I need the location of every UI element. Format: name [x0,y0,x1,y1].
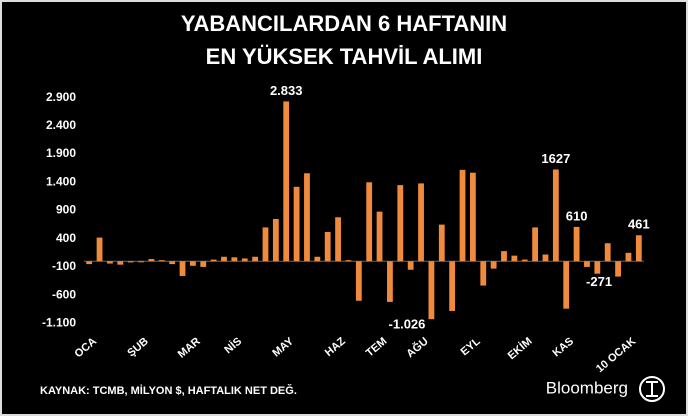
bar [635,235,642,262]
bar [573,226,580,262]
bar [293,186,300,262]
bar [542,254,549,262]
bar [169,261,176,265]
bar [241,258,248,262]
bar [221,256,227,262]
y-tick-label: 2.900 [46,90,76,104]
bar [563,261,570,309]
data-label: -271 [586,274,612,289]
bar [210,259,217,262]
chart-title: EN YÜKSEK TAHVİL ALIMI [206,44,483,69]
bar [584,261,590,267]
brand: Bloomberg [546,378,628,397]
bar [480,261,487,286]
source-note: KAYNAK: TCMB, MİLYON $, HAFTALIK NET DEĞ… [40,384,297,397]
bar [418,183,424,262]
bar [148,259,155,262]
chart-title: YABANCILARDAN 6 HAFTANIN [181,11,507,36]
bar [501,251,507,262]
bar [449,261,456,311]
bar [324,231,331,262]
bar [179,261,186,276]
bar [407,261,414,270]
y-tick-label: -1.100 [42,316,76,330]
bar [387,261,393,302]
data-label: -1.026 [389,317,426,332]
bar [86,261,93,265]
bar [552,169,559,262]
bar [117,261,124,265]
bar [138,261,144,263]
y-tick-label: 400 [56,231,76,245]
bar [262,227,269,262]
bar [397,185,404,262]
bar [314,256,321,262]
bar [532,227,539,262]
bar [272,218,279,262]
bar [604,243,611,262]
bar [96,237,103,262]
bar [459,169,466,262]
bar [189,261,196,266]
y-tick-label: 2.400 [46,118,76,132]
bar [107,261,113,264]
y-tick-label: 900 [56,203,76,217]
bar [252,256,259,262]
bar [615,261,621,277]
y-tick-label: -600 [52,287,76,301]
bar [625,252,632,262]
bar [283,101,290,262]
bar [438,224,445,262]
bar [469,172,476,262]
y-tick-label: 1.400 [46,174,76,188]
bar [490,261,497,269]
data-label: 461 [628,217,650,232]
bar [376,211,383,262]
bar [345,260,352,262]
bar [355,261,362,301]
bar [366,182,373,262]
data-label: 610 [566,208,588,223]
brand-logo [639,376,665,402]
bar [335,217,341,262]
bar [521,259,528,262]
y-tick-label: 1.900 [46,146,76,160]
bar [511,255,518,262]
bar [200,261,207,267]
bar [231,257,238,262]
bar [304,173,310,262]
bar [428,261,435,320]
bar [594,261,601,274]
data-label: 1627 [541,151,570,166]
bar [127,261,134,263]
data-label: 2.833 [270,83,303,98]
y-tick-label: -100 [52,259,76,273]
bar [158,260,165,262]
